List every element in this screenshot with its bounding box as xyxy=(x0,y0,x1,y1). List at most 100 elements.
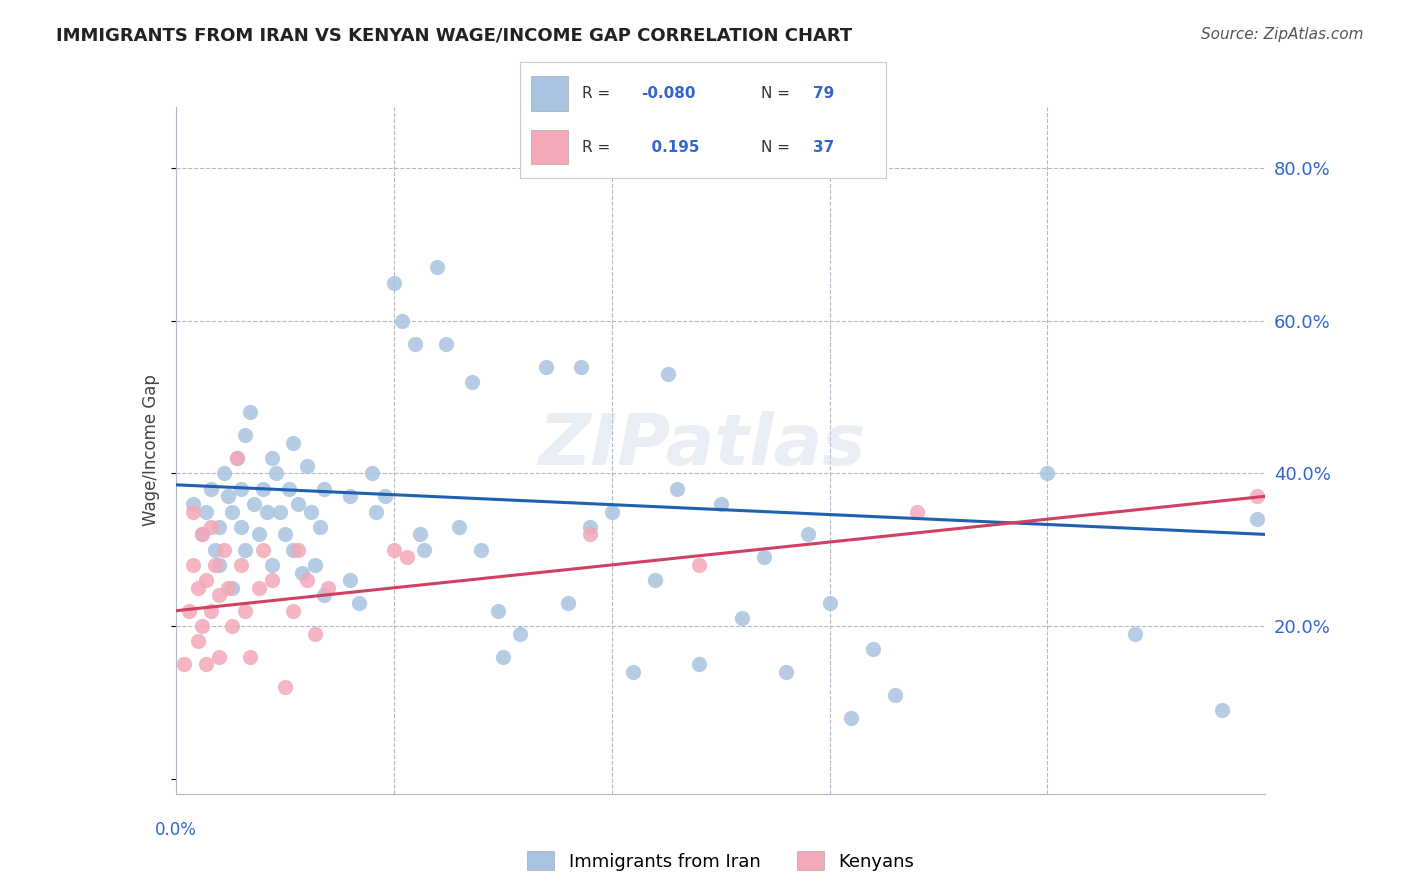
Point xyxy=(231,558,253,572)
FancyBboxPatch shape xyxy=(531,77,568,112)
Point xyxy=(395,550,418,565)
Point xyxy=(181,497,204,511)
Text: 37: 37 xyxy=(813,139,834,154)
Point xyxy=(366,504,388,518)
Text: 0.195: 0.195 xyxy=(641,139,699,154)
Point xyxy=(470,542,492,557)
Point xyxy=(295,458,318,473)
Point xyxy=(200,604,222,618)
Point xyxy=(186,581,209,595)
Point xyxy=(291,566,314,580)
Point xyxy=(217,489,239,503)
Point xyxy=(283,604,305,618)
Point xyxy=(235,604,257,618)
Point xyxy=(186,634,209,648)
Text: N =: N = xyxy=(762,139,796,154)
Point xyxy=(621,665,644,679)
Point xyxy=(247,527,270,541)
Point xyxy=(304,626,326,640)
Point xyxy=(579,520,602,534)
Point xyxy=(905,504,928,518)
Point xyxy=(391,314,413,328)
Text: 79: 79 xyxy=(813,87,834,102)
Point xyxy=(360,467,382,481)
Y-axis label: Wage/Income Gap: Wage/Income Gap xyxy=(142,375,160,526)
Point xyxy=(308,520,330,534)
Point xyxy=(434,336,457,351)
Point xyxy=(862,641,884,656)
Point xyxy=(177,604,200,618)
Point xyxy=(644,573,666,587)
Point xyxy=(295,573,318,587)
Point xyxy=(173,657,195,672)
Text: IMMIGRANTS FROM IRAN VS KENYAN WAGE/INCOME GAP CORRELATION CHART: IMMIGRANTS FROM IRAN VS KENYAN WAGE/INCO… xyxy=(56,27,852,45)
Point xyxy=(252,482,274,496)
Point xyxy=(208,589,231,603)
Point xyxy=(409,527,432,541)
Legend: Immigrants from Iran, Kenyans: Immigrants from Iran, Kenyans xyxy=(520,844,921,878)
Point xyxy=(204,542,226,557)
Point xyxy=(657,367,679,381)
Point xyxy=(217,581,239,595)
Point xyxy=(731,611,754,625)
Point xyxy=(569,359,592,374)
Point xyxy=(212,467,235,481)
Point xyxy=(221,619,243,633)
Point xyxy=(486,604,509,618)
Point xyxy=(181,558,204,572)
Point xyxy=(200,482,222,496)
Point xyxy=(269,504,291,518)
Point xyxy=(1036,467,1059,481)
Point xyxy=(1211,703,1233,717)
Text: -0.080: -0.080 xyxy=(641,87,696,102)
Point xyxy=(191,527,214,541)
Point xyxy=(208,558,231,572)
Point xyxy=(884,688,907,702)
Point xyxy=(318,581,340,595)
Point xyxy=(260,558,283,572)
Point xyxy=(239,649,262,664)
Point xyxy=(264,467,287,481)
Text: Source: ZipAtlas.com: Source: ZipAtlas.com xyxy=(1201,27,1364,42)
Point xyxy=(256,504,278,518)
Point xyxy=(688,657,710,672)
Point xyxy=(1123,626,1146,640)
Point xyxy=(195,504,218,518)
Point xyxy=(231,520,253,534)
Point xyxy=(775,665,797,679)
Point xyxy=(274,527,297,541)
Point xyxy=(841,710,863,724)
Point xyxy=(600,504,623,518)
Point xyxy=(382,542,405,557)
Text: ZIPatlas: ZIPatlas xyxy=(540,411,866,481)
Point xyxy=(1246,489,1268,503)
Point xyxy=(426,260,449,275)
Point xyxy=(1246,512,1268,526)
Point xyxy=(212,542,235,557)
Point xyxy=(235,542,257,557)
Point xyxy=(278,482,301,496)
Text: 0.0%: 0.0% xyxy=(155,822,197,839)
Point xyxy=(181,504,204,518)
Point xyxy=(312,482,335,496)
Point xyxy=(374,489,396,503)
Text: R =: R = xyxy=(582,87,616,102)
Point xyxy=(492,649,515,664)
Point xyxy=(252,542,274,557)
Point xyxy=(666,482,689,496)
Point xyxy=(260,573,283,587)
Point xyxy=(191,527,214,541)
Point xyxy=(231,482,253,496)
Point xyxy=(447,520,470,534)
Point xyxy=(239,405,262,419)
Point xyxy=(579,527,602,541)
Text: N =: N = xyxy=(762,87,796,102)
Point xyxy=(710,497,733,511)
Point xyxy=(461,375,484,389)
Point xyxy=(208,649,231,664)
Point xyxy=(688,558,710,572)
Point xyxy=(287,497,309,511)
Point xyxy=(243,497,266,511)
Point xyxy=(260,451,283,466)
Point xyxy=(557,596,579,610)
